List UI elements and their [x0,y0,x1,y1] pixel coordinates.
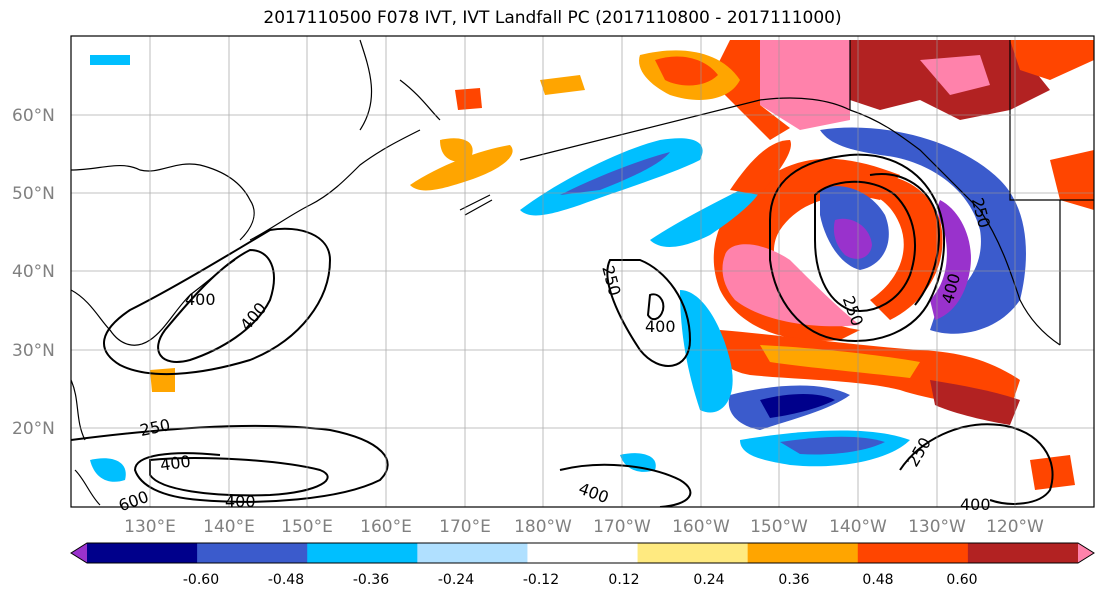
colorbar-swatch [857,543,969,563]
shade-positive-ne [1010,40,1094,80]
shade-negative-streak-a-core [560,152,670,195]
lon-axis: 130°E 140°E 150°E 160°E 170°E 180°W 170°… [124,517,1044,537]
shade-positive-bering-core [655,56,718,86]
shade-positive-south-edge [760,345,920,378]
map-title: 2017110500 F078 IVT, IVT Landfall PC (20… [263,8,842,28]
lon-label: 150°W [750,517,808,537]
lat-axis: 60°N 50°N 40°N 30°N 20°N [12,106,55,439]
shade-negative-speck-3 [620,453,656,472]
colorbar-tick-label: 0.60 [946,572,977,588]
colorbar-tick-label: -0.48 [268,572,304,588]
lat-label: 20°N [12,419,55,439]
lat-label: 50°N [12,184,55,204]
colorbar-tick-label: 0.12 [608,572,639,588]
shade-negative-streak-e [680,290,733,413]
shade-positive-gulf-core [920,55,990,95]
colorbar-swatch [417,543,528,563]
lat-label: 60°N [12,106,55,126]
colorbar-tick-label: -0.12 [523,572,559,588]
colorbar-extend-low [71,543,87,563]
colorbar-tick-label: 0.36 [778,572,809,588]
gridlines [71,36,1094,507]
contour-250-asia [103,227,332,376]
coast-kamchatka [359,39,441,131]
coast-asia-north [71,163,255,241]
contour-label: 400 [960,495,991,514]
colorbar-tick-label: -0.60 [183,572,219,588]
contour-400-mid [646,293,665,321]
coast-asia-south [71,379,101,506]
lon-label: 150°E [281,517,333,537]
shade-negative-ring-outer [820,127,1026,334]
shade-positive-ring-inner [850,174,943,320]
lon-label: 130°E [124,517,176,537]
colorbar-swatch [307,543,418,563]
lon-label: 170°W [593,517,651,537]
contour-label: 400 [645,317,676,336]
shade-positive-canada [1050,150,1094,210]
colorbar-tick-label: -0.36 [353,572,389,588]
contour-400-asia [157,248,275,363]
lon-label: 160°E [360,517,412,537]
shade-positive-streak-d [730,140,791,195]
colorbar-tick-label: 0.48 [862,572,893,588]
lon-label: 140°E [203,517,255,537]
lon-label: 140°W [829,517,887,537]
shade-positive-streak-b [410,145,513,191]
lon-label: 170°E [439,517,491,537]
colorbar-swatch [87,543,198,563]
lon-label: 180°W [514,517,572,537]
colorbar-swatch [967,543,1079,563]
coast-kuril [249,129,421,241]
contour-label: 400 [159,452,192,475]
colorbar [70,542,1095,564]
colorbar-tick-label: 0.24 [693,572,724,588]
contour-250-south [71,424,389,503]
plot-frame [70,35,1095,508]
coast-na-west [849,109,1061,346]
colorbar-outline [70,542,1095,564]
shade-negative-streak-c [650,180,762,247]
shade-negative-ring-core [930,200,971,320]
shade-positive-alaska [760,40,850,130]
colorbar-tick-label: -0.24 [438,572,474,588]
contour-250-mid [606,259,692,367]
contour-400-cyclone [814,180,916,312]
lon-label: 160°W [672,517,730,537]
colorbar-ticks: -0.60 -0.48 -0.36 -0.24 -0.12 0.12 0.24 … [183,572,978,588]
shade-positive-speck-3 [440,138,473,162]
colorbar-extend-high [1078,543,1094,563]
contour-400-south [149,457,329,497]
borders-na [849,40,1094,345]
contour-400-south2 [559,463,692,507]
lon-label: 130°W [908,517,966,537]
ivt-contours [71,153,1054,507]
shade-positive-speck-5 [150,368,175,392]
coastlines [71,39,1094,506]
lat-label: 30°N [12,341,55,361]
coast-alaska-south [519,97,851,161]
shade-negative-south-band2-core [780,436,885,455]
contour-label: 400 [185,290,216,309]
shade-positive-speck-2 [455,88,482,110]
shade-positive-speck-1 [540,75,585,95]
colorbar-swatch [527,543,639,563]
shade-negative-inner-core [833,218,872,259]
colorbar-swatch [197,543,308,563]
lat-label: 40°N [12,262,55,282]
colorbar-swatch [637,543,749,563]
shade-negative-speck-2 [90,458,126,482]
shade-positive-ring-core [722,244,860,327]
colorbar-swatch [747,543,859,563]
contour-250-cyclone [769,153,945,342]
shade-positive-south-dark [930,380,1020,425]
lon-label: 120°W [986,517,1044,537]
contour-label: 400 [225,492,256,511]
shade-negative-speck-1 [90,55,130,65]
contour-600-cyclone [869,173,940,306]
